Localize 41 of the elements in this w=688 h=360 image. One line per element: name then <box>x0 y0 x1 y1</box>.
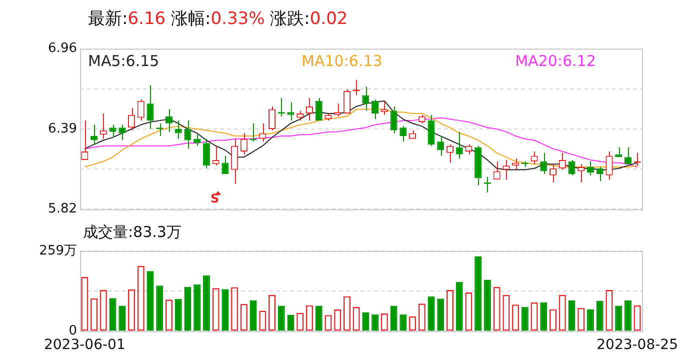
candlestick <box>165 108 172 132</box>
y-tick-label: 5.82 <box>48 202 77 217</box>
candlestick <box>240 132 248 155</box>
chart-title: 成交量:83.3万 <box>83 223 182 242</box>
candlestick <box>202 138 210 169</box>
candlestick <box>606 151 613 180</box>
x-tick-label: 2023-06-01 <box>44 337 126 354</box>
candlestick <box>456 131 463 160</box>
text: MA5:6.15 <box>88 52 160 70</box>
candlestick <box>372 98 379 120</box>
candlestick <box>146 84 154 130</box>
candlestick <box>568 159 576 176</box>
candlestick <box>540 152 548 175</box>
candlestick <box>334 103 342 117</box>
y-tick-label: 259万 <box>39 243 77 258</box>
candlestick <box>390 106 398 134</box>
candlestick <box>109 124 116 138</box>
candlestick <box>437 136 444 156</box>
candlestick <box>259 122 266 142</box>
candlestick <box>268 106 276 131</box>
candlestick <box>530 151 538 165</box>
annotation: S <box>210 191 220 206</box>
candlestick <box>596 166 604 182</box>
candlestick <box>362 86 370 112</box>
text: MA10:6.13 <box>302 52 382 70</box>
candlestick <box>343 89 350 114</box>
x-tick-label: 2023-08-25 <box>596 337 678 354</box>
candlestick <box>118 124 126 141</box>
candlestick <box>90 124 98 145</box>
candlestick <box>502 159 510 180</box>
candlestick <box>428 114 435 146</box>
y-tick-label: 0 <box>68 324 77 339</box>
y-tick-label: 6.96 <box>48 41 77 56</box>
y-tick-label: 6.39 <box>48 121 77 136</box>
candlestick <box>231 138 238 184</box>
candlestick <box>315 98 322 122</box>
candlestick <box>137 98 144 122</box>
candlestick <box>128 107 136 131</box>
chart-title: 最新:6.16 涨幅:0.33% 涨跌:0.02 <box>88 8 348 30</box>
candlestick <box>287 102 294 122</box>
text: MA20:6.12 <box>515 52 596 70</box>
